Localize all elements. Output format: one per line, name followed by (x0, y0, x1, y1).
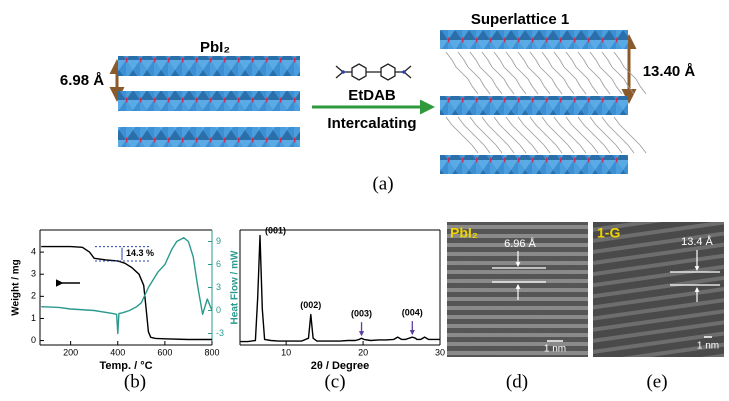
scale-label: 1 nm (697, 341, 719, 352)
chart: 10 20 30 2θ / Degree (001) (002) (003) (004) (c) (240, 225, 445, 392)
y-tick-label: 0 (31, 335, 36, 345)
octahedra-layer (440, 96, 628, 115)
y-tick-label: 4 (31, 246, 36, 256)
panel-label: (a) (372, 173, 393, 194)
x-tick-label: 200 (63, 347, 78, 357)
x-tick-label: 20 (358, 347, 368, 357)
organic-molecule (494, 52, 526, 94)
reagent-label: EtDAB (348, 87, 396, 104)
y2-tick-label: 9 (216, 236, 221, 246)
y2-tick-label: 0 (216, 305, 221, 315)
organic-molecule (470, 52, 502, 94)
octahedra-layer (118, 127, 300, 147)
panel-label: (d) (506, 371, 528, 392)
organic-molecule (506, 52, 538, 94)
panel-label: (b) (124, 371, 146, 392)
figure: PbI₂ 6.98 Å EtDAB Intercalating Superlat… (0, 0, 729, 401)
y2-axis-label: Heat Flow / mW (230, 250, 241, 324)
organic-molecule (446, 52, 478, 94)
annotation: 14.3 % (126, 248, 154, 258)
organic-molecule (518, 52, 550, 94)
organic-molecule (458, 52, 490, 94)
scale-label: 1 nm (544, 344, 566, 355)
data-line (41, 247, 212, 340)
data-line (240, 236, 440, 342)
panel-label: (e) (646, 371, 667, 392)
octahedra-layer (440, 155, 628, 174)
peak-label: (003) (351, 309, 372, 319)
organic-molecule (590, 52, 622, 94)
y2-tick-label: -3 (216, 328, 224, 338)
tem-image-d: PbI₂ 6.96 Å 1 nm (d) (447, 222, 588, 392)
organic-molecule (542, 52, 574, 94)
x-tick-label: 400 (110, 347, 125, 357)
x-tick-label: 10 (281, 347, 291, 357)
organic-molecule (482, 52, 514, 94)
x-tick-label: 30 (435, 347, 445, 357)
x-tick-label: 800 (204, 347, 219, 357)
organic-molecule (566, 52, 598, 94)
tem-image-e: 1-G 13.4 Å 1 nm (e) (593, 222, 724, 392)
spacing-label: 13.4 Å (681, 235, 713, 248)
x-axis-label: Temp. / °C (99, 360, 152, 372)
organic-molecule (530, 52, 562, 94)
process-label: Intercalating (327, 115, 416, 132)
reagent-molecule (336, 64, 411, 80)
right-title: Superlattice 1 (471, 11, 569, 28)
image-label: PbI₂ (450, 225, 478, 241)
peak-label: (001) (265, 225, 286, 235)
organic-molecule (578, 52, 610, 94)
spacing-label: 6.96 Å (504, 237, 536, 250)
x-axis-label: 2θ / Degree (311, 360, 370, 372)
image-label: 1-G (597, 225, 620, 241)
peak-label: (004) (402, 307, 423, 317)
y-tick-label: 2 (31, 291, 36, 301)
chart: 200 400 600 800 0 1 2 3 4 -3 0 3 6 9 Temp. / °C Weight … (11, 230, 241, 392)
octahedra-layer (118, 91, 300, 111)
y-tick-label: 1 (31, 313, 36, 323)
left-title: PbI₂ (200, 39, 230, 56)
y2-tick-label: 3 (216, 282, 221, 292)
scheme: PbI₂ 6.98 Å EtDAB Intercalating Superlat… (60, 11, 696, 194)
left-spacing: 6.98 Å (60, 72, 104, 89)
y2-tick-label: 6 (216, 259, 221, 269)
octahedra-layer (118, 56, 300, 76)
organic-molecule (554, 52, 586, 94)
peak-label: (002) (300, 300, 321, 310)
x-tick-label: 600 (157, 347, 172, 357)
y-axis-label: Weight / mg (11, 259, 22, 315)
panel-label: (c) (324, 371, 345, 392)
y-tick-label: 3 (31, 269, 36, 279)
octahedra-layer (440, 30, 628, 49)
right-spacing: 13.40 Å (643, 63, 696, 80)
